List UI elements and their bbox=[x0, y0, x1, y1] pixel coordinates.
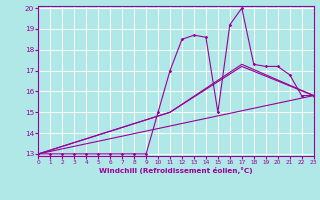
X-axis label: Windchill (Refroidissement éolien,°C): Windchill (Refroidissement éolien,°C) bbox=[99, 167, 253, 174]
